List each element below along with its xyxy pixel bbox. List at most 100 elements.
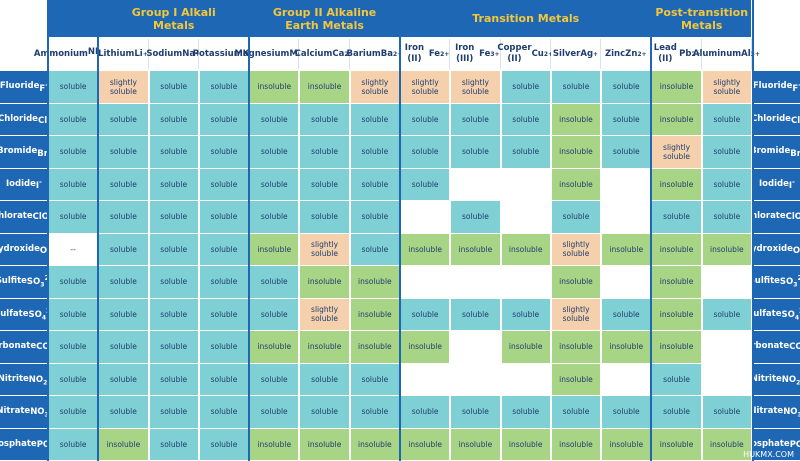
cation-header: Iron (III) Fe3+ [450, 39, 501, 69]
solubility-cell: insoluble [551, 136, 601, 168]
ion-name: Chlorate [744, 211, 786, 222]
solubility-cell: insoluble [350, 298, 399, 330]
solubility-cell: soluble [702, 201, 751, 233]
solubility-cell [602, 266, 651, 298]
solubility-cell: soluble [501, 298, 550, 330]
solubility-cell: soluble [250, 266, 299, 298]
solubility-cell: soluble [199, 266, 249, 298]
solubility-cell: soluble [350, 103, 399, 135]
ion-name: Sulfate [747, 308, 782, 319]
solubility-cell: soluble [49, 136, 98, 168]
cation-header: Sodium Na+ [146, 39, 200, 69]
formula-base: OH [792, 246, 800, 257]
ion-formula: Na+ [182, 49, 200, 60]
solubility-cell: soluble [401, 136, 450, 168]
anion-header-right: Iodide I- [754, 168, 800, 200]
solubility-cell: soluble [451, 136, 500, 168]
cation-header: Barium Ba2+ [347, 39, 402, 69]
formula-base: Ba [380, 48, 393, 59]
ion-name: Sulfate [0, 308, 29, 319]
formula-base: I [35, 181, 40, 192]
solubility-cell: soluble [199, 396, 249, 428]
solubility-cell: soluble [702, 396, 751, 428]
solubility-cell: soluble [451, 298, 500, 330]
solubility-cell [401, 363, 450, 395]
ion-formula: Li+ [134, 49, 147, 60]
ion-formula: Cl- [791, 111, 800, 127]
formula-base: Ca [332, 48, 345, 59]
solubility-cell [602, 168, 651, 200]
solubility-cell: slightly soluble [300, 233, 349, 265]
solubility-cell: soluble [350, 136, 399, 168]
ion-name: Calcium [294, 48, 333, 59]
ion-formula: SO32- [780, 272, 800, 291]
ion-formula: I- [789, 176, 795, 192]
formula-subscript: 4 [41, 314, 47, 322]
solubility-cell: soluble [149, 71, 198, 103]
solubility-cell: soluble [250, 396, 299, 428]
ion-name: Lead (II) [653, 43, 677, 64]
solubility-cell: -- [49, 233, 98, 265]
solubility-cell: insoluble [602, 233, 651, 265]
ion-name: Chlorate [0, 211, 33, 222]
ion-name: Chloride [0, 113, 38, 124]
ion-name: Sulfite [748, 276, 780, 287]
formula-base: ClO [32, 212, 50, 223]
solubility-cell: soluble [149, 298, 198, 330]
solubility-cell: soluble [602, 71, 651, 103]
cation-header: Zinc Zn2+ [601, 39, 652, 69]
ion-formula: OH- [793, 241, 800, 257]
solubility-cell: soluble [49, 396, 98, 428]
formula-base: NO [30, 407, 45, 418]
solubility-cell: soluble [199, 298, 249, 330]
solubility-cell: slightly soluble [99, 71, 148, 103]
solubility-cell: slightly soluble [702, 71, 751, 103]
formula-charge: 2+ [543, 50, 554, 58]
solubility-cell: soluble [702, 103, 751, 135]
solubility-cell: insoluble [602, 331, 651, 363]
solubility-cell: insoluble [99, 428, 148, 460]
solubility-cell: insoluble [652, 103, 701, 135]
solubility-cell [501, 266, 550, 298]
formula-charge: - [45, 80, 48, 89]
formula-base: Fe [479, 48, 491, 59]
solubility-cell: soluble [401, 396, 450, 428]
anion-header-right: PhosphatePO43- [739, 428, 800, 460]
ion-name: Hydroxide [743, 243, 793, 254]
solubility-cell: soluble [49, 71, 98, 103]
formula-charge: - [798, 80, 800, 89]
ion-formula: Br- [790, 144, 800, 160]
solubility-cell: soluble [501, 71, 550, 103]
formula-subscript: 3 [45, 412, 49, 419]
solubility-cell: soluble [149, 363, 198, 395]
solubility-cell: slightly soluble [350, 71, 399, 103]
solubility-cell: soluble [501, 396, 550, 428]
formula-charge: + [195, 50, 201, 58]
solubility-cell: soluble [49, 331, 98, 363]
corner-top-right [752, 0, 800, 37]
cation-header: Silver Ag+ [550, 39, 602, 69]
group-divider [97, 0, 100, 461]
formula-base: PO [789, 439, 800, 450]
solubility-cell: insoluble [551, 363, 601, 395]
solubility-cell: soluble [350, 363, 399, 395]
solubility-cell: insoluble [652, 71, 701, 103]
solubility-cell: soluble [49, 103, 98, 135]
solubility-cell [451, 363, 500, 395]
solubility-cell: soluble [199, 428, 249, 460]
ion-name: Carbonate [739, 341, 790, 352]
solubility-cell: insoluble [551, 331, 601, 363]
anion-header-left: SulfateSO42- [0, 298, 54, 330]
solubility-cell: soluble [49, 201, 98, 233]
formula-base: Cl [790, 116, 800, 127]
ion-formula: SO42- [781, 305, 800, 324]
ion-formula: PO43- [790, 435, 800, 454]
solubility-cell: soluble [501, 136, 550, 168]
cation-header: CalciumCa2+ [295, 39, 354, 69]
formula-base: Br [790, 148, 800, 159]
solubility-cell: soluble [199, 363, 249, 395]
formula-charge: 3+ [490, 50, 500, 58]
